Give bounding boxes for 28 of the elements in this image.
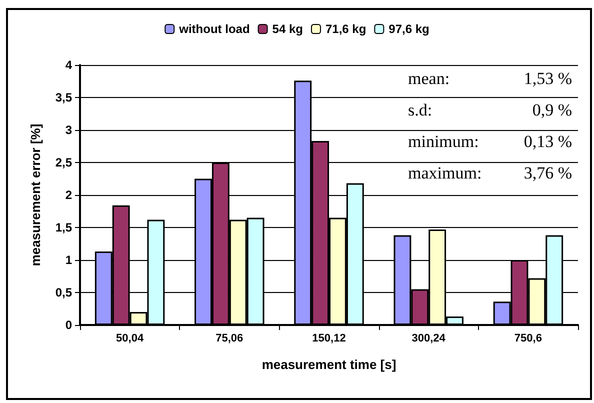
x-tick-label: 50,04 — [116, 332, 144, 344]
annotation: mean: — [408, 69, 450, 88]
annotation: minimum: — [408, 132, 479, 151]
y-tick-label: 3 — [65, 123, 72, 137]
y-tick-label: 0 — [65, 318, 72, 332]
y-tick-label: 0,5 — [55, 286, 72, 300]
annotation: s.d: — [408, 100, 432, 120]
legend-label: 54 kg — [272, 22, 303, 36]
x-tick-label: 750,6 — [514, 332, 542, 344]
y-tick-label: 1,5 — [55, 220, 72, 234]
annotation: 0,9 % — [532, 100, 572, 120]
y-tick-label: 2 — [65, 188, 72, 202]
y-tick-label: 1 — [65, 253, 72, 267]
legend-label: 71,6 kg — [325, 22, 366, 36]
y-axis-title: measurement error [%] — [28, 124, 43, 266]
y-tick-label: 3,5 — [55, 90, 72, 104]
annotation: 1,53 % — [524, 69, 572, 88]
annotation: 3,76 % — [524, 164, 572, 182]
legend-label: 97,6 kg — [388, 22, 430, 36]
x-tick-label: 300,24 — [412, 332, 446, 344]
annotation: maximum: — [408, 164, 482, 182]
legend-label: without load — [178, 22, 250, 36]
x-axis-title: measurement time [s] — [262, 357, 396, 372]
x-tick-label: 75,06 — [216, 332, 244, 344]
y-tick-label: 2,5 — [55, 156, 72, 170]
y-tick-label: 4 — [65, 58, 72, 72]
x-tick-label: 150,12 — [312, 332, 346, 344]
annotation: 0,13 % — [524, 132, 572, 151]
